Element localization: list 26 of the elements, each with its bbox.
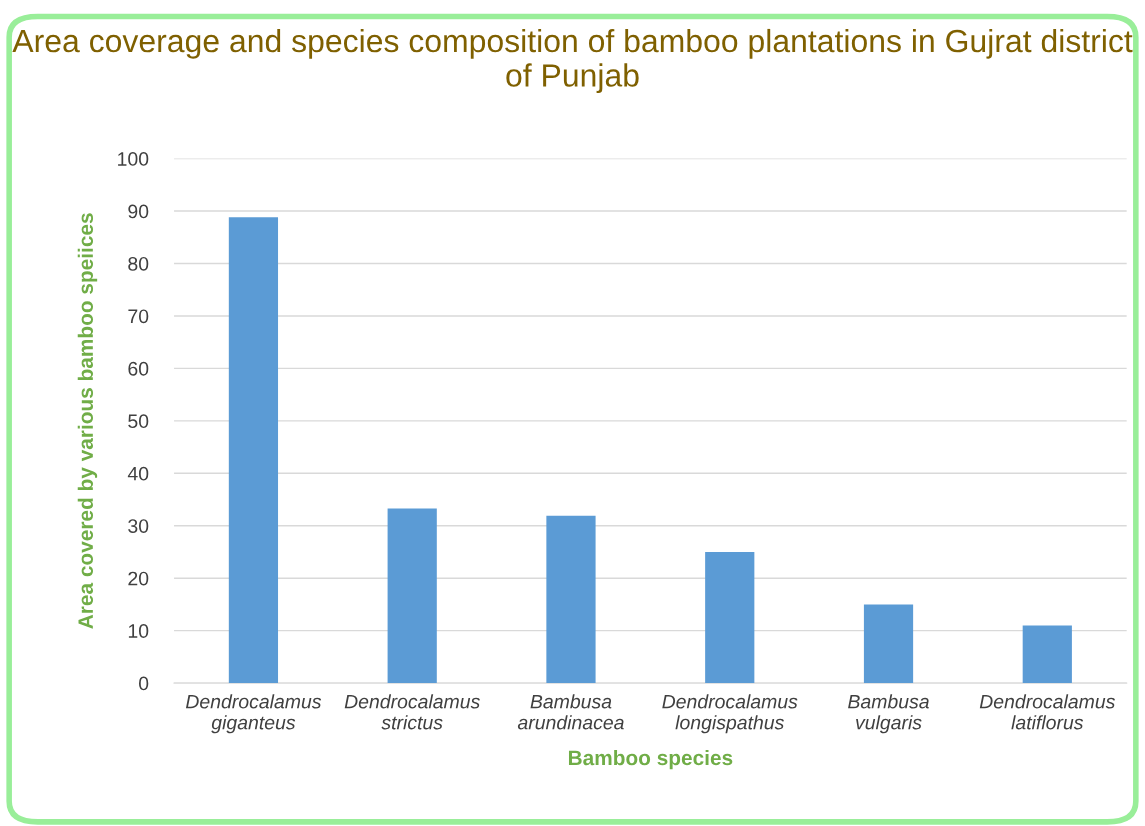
y-tick-label: 50 <box>128 414 149 429</box>
bar <box>1022 625 1072 684</box>
y-tick-label: 60 <box>128 361 149 376</box>
x-tick-label: Dendrocalamus giganteus <box>185 694 322 734</box>
x-tick-label: Bambusa vulgaris <box>848 694 929 734</box>
bar <box>228 217 279 684</box>
bar <box>705 551 755 684</box>
y-tick-label: 40 <box>127 466 149 481</box>
y-axis-title: Area covered by various bamboo speiices <box>77 213 98 629</box>
bar <box>387 508 437 684</box>
x-axis-title: Bamboo species <box>568 749 733 770</box>
y-tick-label: 0 <box>138 676 149 691</box>
y-tick-label: 30 <box>128 519 149 533</box>
y-tick-label: 100 <box>118 152 149 166</box>
y-tick-label: 90 <box>128 204 149 219</box>
x-tick-label: Dendrocalamus strictus <box>344 694 480 730</box>
y-tick-label: 20 <box>128 571 149 586</box>
bar <box>546 515 596 684</box>
y-tick-label: 80 <box>128 256 149 271</box>
x-tick-label: Dendrocalamus longispathus <box>662 694 798 734</box>
bar <box>863 604 914 684</box>
x-tick-label: Dendrocalamus latiflorus <box>979 694 1115 730</box>
x-tick-label: Bambusa arundinacea <box>517 694 624 730</box>
y-tick-label: 70 <box>128 309 149 324</box>
chart-title: Area coverage and species composition of bamboo plantations in Gujrat district of Punjab <box>12 28 1133 94</box>
y-tick-label: 10 <box>128 624 149 638</box>
